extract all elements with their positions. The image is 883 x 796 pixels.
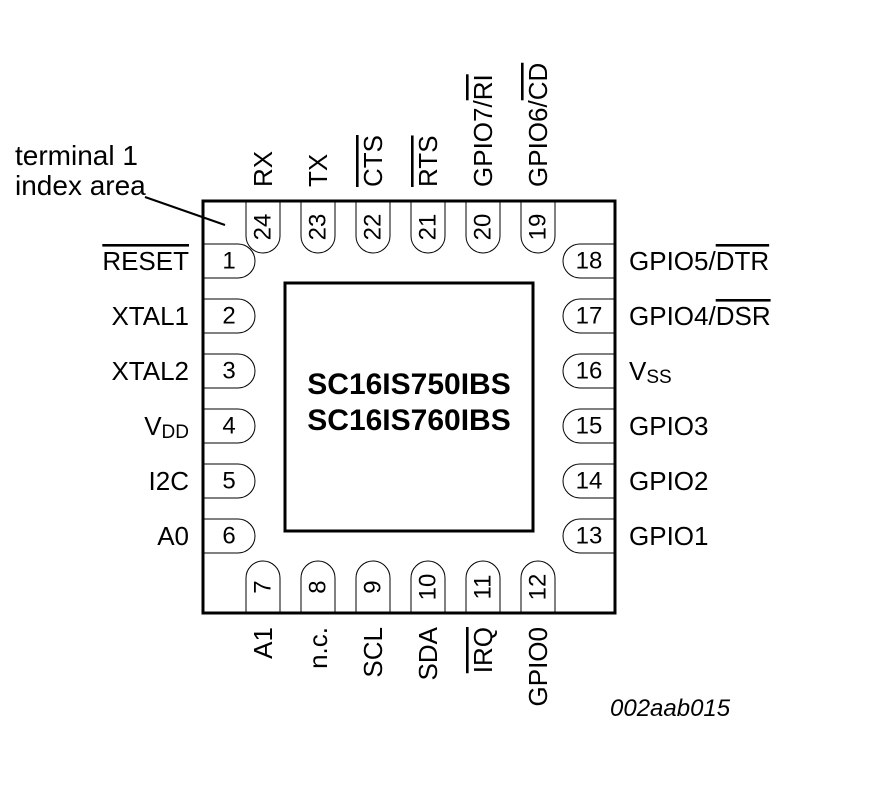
pin-number: 15 [576,413,603,440]
pin-label: CTS [358,135,388,187]
pin-number: 22 [360,214,387,241]
pin-number: 6 [222,523,235,550]
pin-label: GPIO7/RI [468,74,498,187]
pin-label: RX [248,151,278,187]
pin-label: SCL [358,627,388,678]
pin-number: 11 [470,575,497,600]
figure-code: 002aab015 [610,695,731,722]
pin-label: RESET [102,246,189,276]
pin-number: 8 [305,580,332,593]
index-note: terminal 1 [15,140,138,171]
pinout-diagram: SC16IS750IBSSC16IS760IBS terminal 1index … [0,0,883,796]
pin-label: SDA [413,626,443,680]
pin-number: 16 [576,358,603,385]
pin-number: 4 [222,413,235,440]
pin-label: A1 [248,627,278,659]
pin-label: A0 [157,521,189,551]
pin-number: 1 [222,248,235,275]
pin-label: RTS [413,135,443,187]
pin-number: 23 [305,214,332,241]
index-note: index area [15,170,146,201]
pin-label: GPIO4/DSR [629,301,771,331]
pin-number: 7 [250,580,277,593]
chip-name: SC16IS750IBS [307,368,510,401]
pin-label: I2C [149,466,189,496]
pin-number: 13 [576,523,603,550]
pin-number: 18 [576,248,603,275]
chip-name: SC16IS760IBS [307,404,510,437]
pin-number: 10 [415,574,442,601]
pin-number: 9 [360,580,387,593]
pin-label: GPIO6/CD [523,63,553,187]
pin-label: n.c. [303,627,333,669]
pin-number: 12 [525,574,552,601]
pin-label: TX [303,154,333,187]
pin-number: 14 [576,468,603,495]
pin-label: GPIO1 [629,521,708,551]
pin-label: XTAL1 [111,301,189,331]
pin-number: 17 [576,303,603,330]
pin-label: GPIO5/DTR [629,246,769,276]
pin-number: 2 [222,303,235,330]
pin-label: GPIO0 [523,627,553,706]
pin-label: IRQ [468,627,498,673]
pin-label: XTAL2 [111,356,189,386]
pin-label: GPIO2 [629,466,708,496]
pin-number: 21 [415,214,442,241]
pin-label: GPIO3 [629,411,708,441]
pin-number: 3 [222,358,235,385]
pin-number: 24 [250,214,277,241]
pin-number: 19 [525,214,552,241]
pin-number: 20 [470,214,497,241]
pin-number: 5 [222,468,235,495]
